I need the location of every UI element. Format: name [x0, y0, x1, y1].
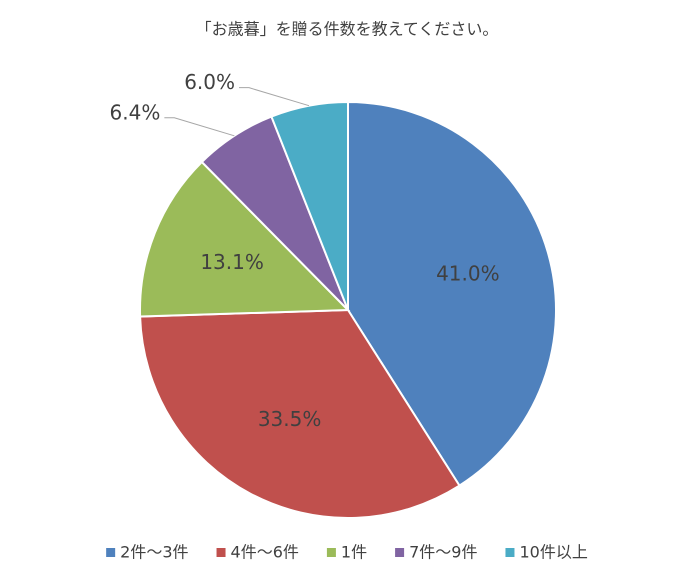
- data-label: 41.0%: [436, 262, 500, 286]
- legend-swatch: [106, 548, 116, 557]
- pie-slice: [270, 100, 349, 311]
- legend-label: 2件～3件: [120, 543, 188, 562]
- legend-swatch: [326, 548, 336, 557]
- legend-label: 4件～6件: [231, 543, 299, 562]
- data-label: 6.4%: [110, 100, 161, 124]
- chart-title: 「お歳暮」を贈る件数を教えてください。: [196, 20, 499, 39]
- legend-swatch: [505, 548, 515, 557]
- legend-label: 7件～9件: [409, 543, 477, 562]
- legend-swatch: [216, 548, 226, 557]
- legend-label: 1件: [341, 543, 367, 562]
- leader-line: [164, 117, 235, 137]
- data-label: 33.5%: [258, 407, 322, 431]
- pie-slice: [139, 308, 461, 519]
- pie-slice: [347, 100, 557, 488]
- legend-swatch: [395, 548, 405, 557]
- leader-line: [239, 87, 310, 107]
- pie-slice: [139, 160, 351, 318]
- data-label: 6.0%: [184, 70, 235, 94]
- legend-label: 10件以上: [519, 543, 587, 562]
- data-label: 13.1%: [200, 250, 264, 274]
